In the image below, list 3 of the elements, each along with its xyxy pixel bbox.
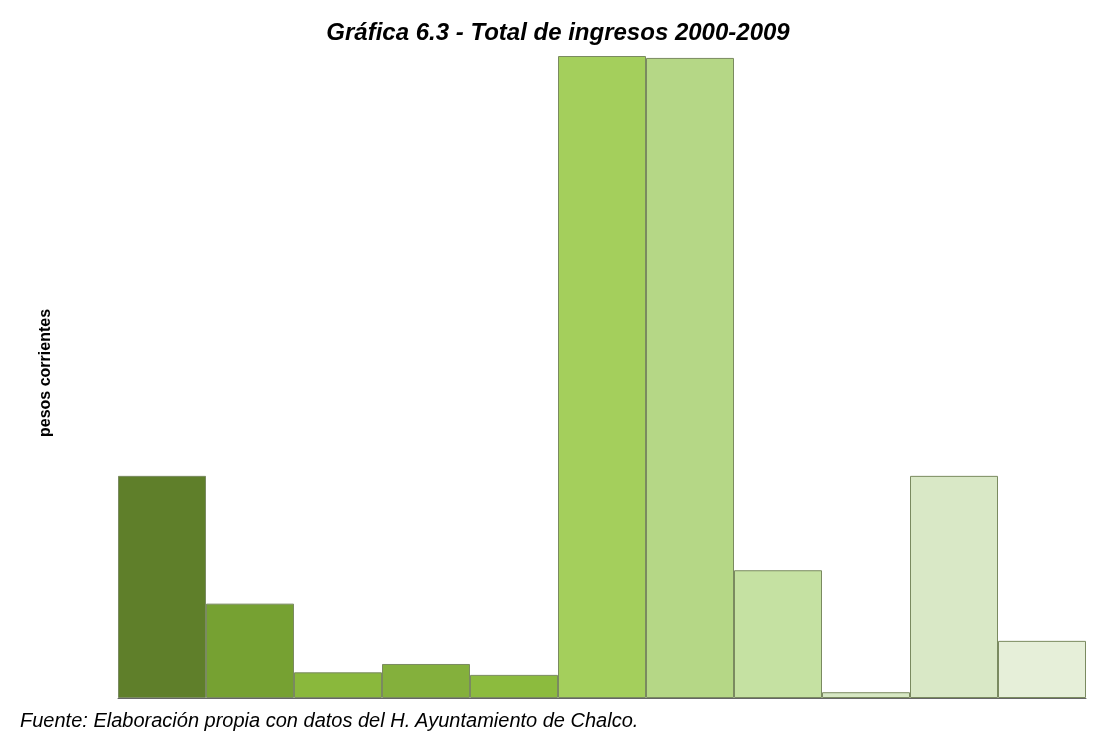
chart-title: Gráfica 6.3 - Total de ingresos 2000-2009 [326, 17, 791, 45]
source-note: Fuente: Elaboración propia con datos del H. Ayuntamiento de Chalco. [20, 709, 639, 731]
y-axis-title: pesos corrientes [35, 308, 53, 438]
